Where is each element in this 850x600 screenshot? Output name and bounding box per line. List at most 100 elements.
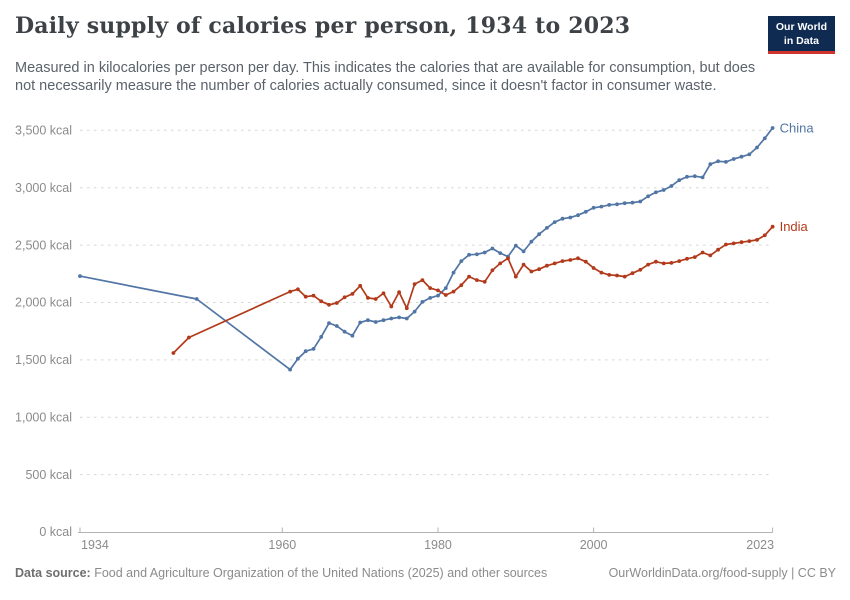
- data-point-china[interactable]: [498, 251, 503, 256]
- owid-logo[interactable]: Our World in Data: [767, 16, 835, 55]
- data-point-india[interactable]: [459, 283, 464, 288]
- data-point-china[interactable]: [513, 243, 518, 248]
- data-point-china[interactable]: [334, 324, 339, 328]
- data-point-india[interactable]: [187, 335, 191, 340]
- data-point-china[interactable]: [490, 246, 495, 251]
- data-point-india[interactable]: [350, 292, 355, 296]
- data-point-china[interactable]: [319, 335, 324, 339]
- data-point-china[interactable]: [404, 316, 409, 321]
- data-point-india[interactable]: [630, 271, 635, 276]
- data-point-india[interactable]: [397, 290, 401, 294]
- data-point-china[interactable]: [288, 367, 292, 372]
- series-label-china[interactable]: China: [780, 121, 815, 136]
- data-point-china[interactable]: [669, 184, 674, 188]
- data-point-china[interactable]: [591, 205, 596, 210]
- data-point-india[interactable]: [412, 282, 417, 286]
- data-point-china[interactable]: [692, 174, 697, 179]
- data-point-china[interactable]: [607, 203, 612, 207]
- data-point-china[interactable]: [599, 204, 604, 209]
- data-point-china[interactable]: [327, 321, 331, 325]
- data-point-india[interactable]: [568, 258, 573, 262]
- data-point-india[interactable]: [482, 279, 487, 284]
- data-point-china[interactable]: [397, 315, 401, 320]
- data-point-china[interactable]: [451, 270, 456, 275]
- data-point-india[interactable]: [288, 289, 292, 294]
- data-point-india[interactable]: [724, 242, 728, 247]
- data-point-india[interactable]: [303, 294, 308, 299]
- data-point-china[interactable]: [443, 286, 448, 290]
- data-point-china[interactable]: [296, 356, 300, 361]
- data-point-india[interactable]: [389, 304, 394, 309]
- data-point-india[interactable]: [404, 306, 409, 311]
- data-point-china[interactable]: [350, 333, 355, 338]
- data-point-india[interactable]: [607, 273, 612, 277]
- data-point-india[interactable]: [552, 261, 557, 266]
- data-point-china[interactable]: [708, 162, 713, 167]
- data-point-india[interactable]: [420, 278, 425, 282]
- data-point-china[interactable]: [366, 318, 370, 323]
- data-point-china[interactable]: [545, 226, 549, 230]
- data-point-india[interactable]: [475, 278, 479, 282]
- data-point-india[interactable]: [669, 261, 674, 265]
- data-point-india[interactable]: [428, 286, 433, 290]
- data-point-india[interactable]: [467, 274, 471, 279]
- data-point-china[interactable]: [583, 209, 588, 214]
- data-point-india[interactable]: [436, 288, 440, 293]
- owid-url-license[interactable]: OurWorldinData.org/food-supply | CC BY: [608, 566, 836, 580]
- data-point-india[interactable]: [334, 301, 339, 305]
- data-point-china[interactable]: [412, 309, 417, 314]
- series-line-china[interactable]: [79, 127, 774, 371]
- data-point-india[interactable]: [646, 262, 650, 267]
- data-point-india[interactable]: [661, 261, 666, 266]
- data-point-india[interactable]: [685, 256, 689, 261]
- data-point-china[interactable]: [358, 320, 363, 325]
- data-point-china[interactable]: [677, 178, 682, 183]
- data-point-china[interactable]: [654, 190, 658, 195]
- data-point-india[interactable]: [622, 274, 627, 279]
- data-point-india[interactable]: [739, 240, 744, 245]
- data-point-india[interactable]: [327, 302, 331, 307]
- data-point-china[interactable]: [467, 252, 471, 257]
- data-point-china[interactable]: [661, 188, 666, 192]
- data-point-china[interactable]: [303, 349, 308, 354]
- data-point-china[interactable]: [630, 200, 635, 205]
- data-point-india[interactable]: [762, 233, 767, 238]
- data-point-india[interactable]: [498, 261, 503, 266]
- data-point-india[interactable]: [747, 239, 752, 244]
- data-point-india[interactable]: [521, 262, 526, 267]
- data-point-india[interactable]: [342, 295, 347, 300]
- data-point-india[interactable]: [731, 241, 736, 246]
- data-point-china[interactable]: [762, 136, 767, 141]
- data-point-india[interactable]: [311, 293, 316, 298]
- data-point-china[interactable]: [622, 201, 627, 206]
- data-point-india[interactable]: [560, 259, 565, 263]
- data-point-china[interactable]: [638, 199, 643, 204]
- data-point-china[interactable]: [731, 157, 736, 161]
- series-label-india[interactable]: India: [780, 219, 809, 234]
- data-point-india[interactable]: [513, 274, 518, 279]
- data-point-china[interactable]: [381, 318, 386, 323]
- data-point-india[interactable]: [506, 256, 510, 261]
- data-point-india[interactable]: [366, 296, 370, 300]
- data-point-india[interactable]: [537, 267, 541, 272]
- data-point-china[interactable]: [342, 329, 347, 334]
- data-point-china[interactable]: [615, 202, 619, 207]
- series-line-india[interactable]: [172, 225, 774, 354]
- data-point-china[interactable]: [755, 145, 759, 150]
- data-point-india[interactable]: [381, 291, 386, 296]
- data-point-china[interactable]: [576, 213, 580, 218]
- data-point-china[interactable]: [311, 347, 316, 351]
- data-point-china[interactable]: [747, 152, 752, 157]
- data-point-india[interactable]: [692, 255, 697, 259]
- data-point-china[interactable]: [436, 293, 440, 298]
- data-point-china[interactable]: [646, 194, 650, 199]
- data-point-china[interactable]: [529, 239, 534, 244]
- data-point-china[interactable]: [373, 320, 378, 324]
- data-point-india[interactable]: [770, 224, 775, 229]
- data-point-india[interactable]: [615, 273, 619, 278]
- data-point-india[interactable]: [545, 263, 549, 268]
- data-point-india[interactable]: [654, 259, 658, 264]
- data-point-india[interactable]: [591, 266, 596, 270]
- data-point-india[interactable]: [583, 259, 588, 264]
- data-point-india[interactable]: [638, 267, 643, 272]
